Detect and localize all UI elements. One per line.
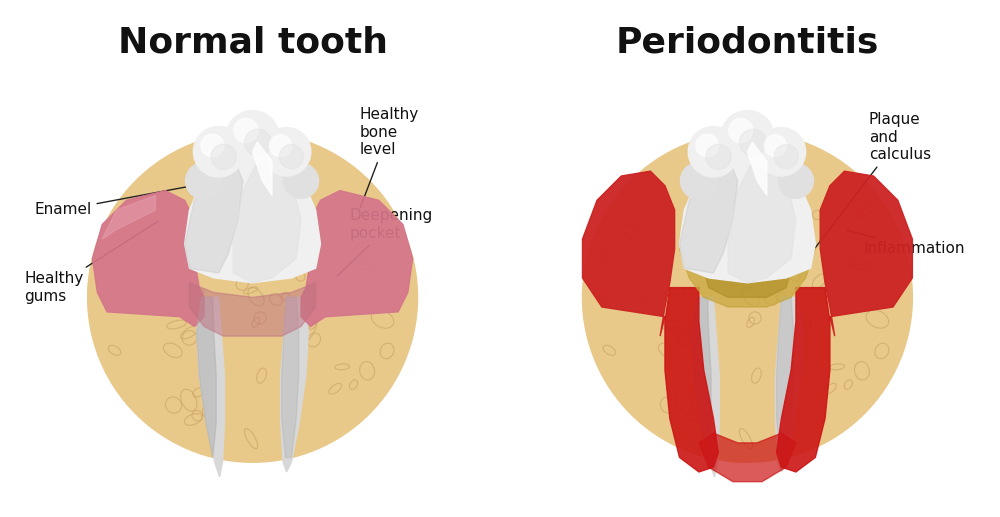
Circle shape [696,134,719,157]
Polygon shape [301,191,413,326]
Circle shape [284,163,319,199]
Circle shape [262,128,311,176]
Text: Periodontitis: Periodontitis [616,26,879,59]
Circle shape [680,162,717,200]
Polygon shape [699,433,796,482]
Circle shape [739,129,766,156]
Polygon shape [197,297,224,477]
Polygon shape [185,137,320,283]
Circle shape [211,144,236,170]
Polygon shape [680,137,815,283]
Polygon shape [281,297,308,472]
Circle shape [582,132,912,462]
Circle shape [226,111,279,164]
Circle shape [774,144,798,169]
Circle shape [729,118,753,143]
Circle shape [201,134,224,157]
Circle shape [279,144,304,169]
Text: Healthy
bone
level: Healthy bone level [359,108,419,207]
Polygon shape [197,297,216,458]
Circle shape [778,163,813,199]
Polygon shape [680,239,815,307]
Polygon shape [233,137,301,283]
Polygon shape [665,287,718,472]
Polygon shape [185,157,243,273]
Circle shape [234,118,258,143]
Polygon shape [820,171,912,336]
Polygon shape [102,195,156,239]
Polygon shape [253,142,272,195]
Text: Deepening
pocket: Deepening pocket [337,208,433,276]
Circle shape [721,111,774,164]
Polygon shape [776,297,803,472]
Polygon shape [747,142,767,195]
Polygon shape [282,297,299,458]
Polygon shape [680,157,738,273]
Circle shape [245,129,271,156]
Polygon shape [728,137,796,283]
Circle shape [757,128,806,176]
Polygon shape [777,287,830,472]
Text: Enamel: Enamel [34,181,216,218]
Circle shape [88,132,418,462]
Text: Normal tooth: Normal tooth [118,26,388,59]
Circle shape [764,135,786,157]
Text: Inflammation: Inflammation [847,230,965,256]
Polygon shape [692,297,711,458]
Polygon shape [582,171,675,336]
Circle shape [270,135,291,157]
Polygon shape [704,258,791,297]
Circle shape [186,162,222,200]
Circle shape [688,127,739,177]
Text: Healthy
gums: Healthy gums [25,221,158,304]
Polygon shape [92,191,204,326]
Circle shape [193,127,244,177]
Circle shape [706,144,731,170]
Polygon shape [190,283,316,336]
Text: Plaque
and
calculus: Plaque and calculus [798,112,931,271]
Polygon shape [777,297,794,458]
Polygon shape [692,297,719,477]
